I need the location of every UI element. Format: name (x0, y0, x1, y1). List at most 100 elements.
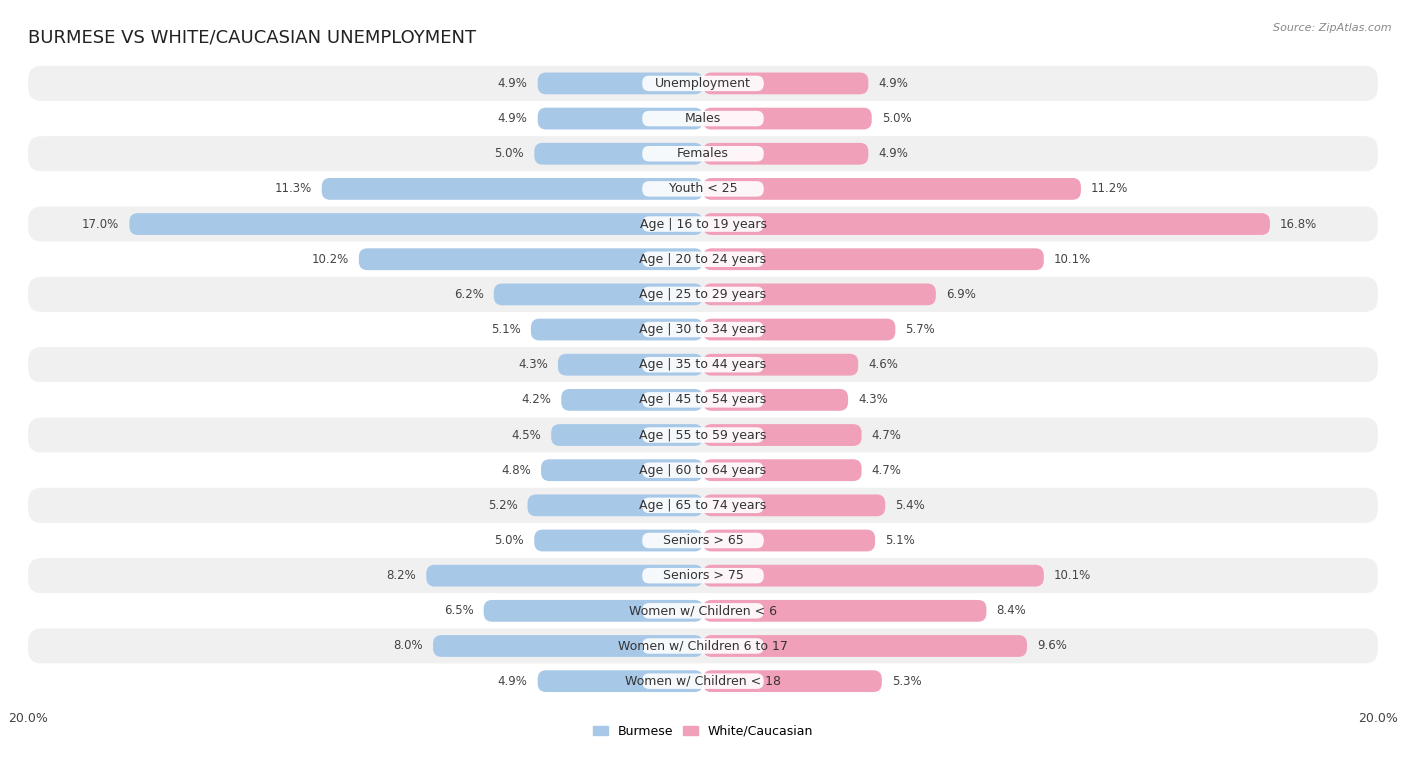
Legend: Burmese, White/Caucasian: Burmese, White/Caucasian (588, 720, 818, 743)
FancyBboxPatch shape (703, 354, 858, 375)
Text: 4.9%: 4.9% (498, 112, 527, 125)
Text: 4.7%: 4.7% (872, 464, 901, 477)
Text: 4.3%: 4.3% (517, 358, 548, 371)
FancyBboxPatch shape (703, 424, 862, 446)
FancyBboxPatch shape (703, 283, 936, 305)
Text: 5.1%: 5.1% (491, 323, 520, 336)
FancyBboxPatch shape (537, 670, 703, 692)
FancyBboxPatch shape (537, 73, 703, 95)
FancyBboxPatch shape (643, 674, 763, 689)
Text: Women w/ Children < 6: Women w/ Children < 6 (628, 604, 778, 617)
Text: 5.1%: 5.1% (886, 534, 915, 547)
Text: Source: ZipAtlas.com: Source: ZipAtlas.com (1274, 23, 1392, 33)
Text: 5.3%: 5.3% (891, 674, 921, 687)
FancyBboxPatch shape (703, 635, 1026, 657)
Text: 16.8%: 16.8% (1279, 217, 1317, 231)
Text: 4.9%: 4.9% (498, 674, 527, 687)
Text: BURMESE VS WHITE/CAUCASIAN UNEMPLOYMENT: BURMESE VS WHITE/CAUCASIAN UNEMPLOYMENT (28, 29, 477, 46)
FancyBboxPatch shape (643, 251, 763, 267)
Text: Age | 30 to 34 years: Age | 30 to 34 years (640, 323, 766, 336)
FancyBboxPatch shape (703, 565, 1043, 587)
Text: Males: Males (685, 112, 721, 125)
FancyBboxPatch shape (643, 76, 763, 91)
Text: Seniors > 75: Seniors > 75 (662, 569, 744, 582)
Text: 4.7%: 4.7% (872, 428, 901, 441)
Text: 4.6%: 4.6% (869, 358, 898, 371)
FancyBboxPatch shape (28, 417, 1378, 453)
Text: Age | 20 to 24 years: Age | 20 to 24 years (640, 253, 766, 266)
Text: 5.7%: 5.7% (905, 323, 935, 336)
Text: 4.5%: 4.5% (512, 428, 541, 441)
Text: Age | 55 to 59 years: Age | 55 to 59 years (640, 428, 766, 441)
FancyBboxPatch shape (643, 181, 763, 197)
FancyBboxPatch shape (643, 427, 763, 443)
FancyBboxPatch shape (643, 357, 763, 372)
Text: 6.9%: 6.9% (946, 288, 976, 301)
FancyBboxPatch shape (643, 322, 763, 338)
FancyBboxPatch shape (541, 459, 703, 481)
FancyBboxPatch shape (643, 392, 763, 407)
Text: Unemployment: Unemployment (655, 77, 751, 90)
Text: Age | 35 to 44 years: Age | 35 to 44 years (640, 358, 766, 371)
FancyBboxPatch shape (433, 635, 703, 657)
Text: 5.0%: 5.0% (495, 534, 524, 547)
FancyBboxPatch shape (28, 523, 1378, 558)
FancyBboxPatch shape (558, 354, 703, 375)
FancyBboxPatch shape (322, 178, 703, 200)
FancyBboxPatch shape (561, 389, 703, 411)
FancyBboxPatch shape (703, 600, 987, 621)
Text: Females: Females (678, 148, 728, 160)
Text: Youth < 25: Youth < 25 (669, 182, 737, 195)
Text: 6.2%: 6.2% (454, 288, 484, 301)
Text: 5.0%: 5.0% (882, 112, 911, 125)
Text: Age | 16 to 19 years: Age | 16 to 19 years (640, 217, 766, 231)
Text: 9.6%: 9.6% (1038, 640, 1067, 653)
FancyBboxPatch shape (643, 463, 763, 478)
FancyBboxPatch shape (359, 248, 703, 270)
FancyBboxPatch shape (703, 213, 1270, 235)
FancyBboxPatch shape (28, 453, 1378, 488)
FancyBboxPatch shape (28, 488, 1378, 523)
FancyBboxPatch shape (28, 101, 1378, 136)
Text: 8.0%: 8.0% (394, 640, 423, 653)
FancyBboxPatch shape (28, 382, 1378, 417)
FancyBboxPatch shape (28, 347, 1378, 382)
Text: Age | 45 to 54 years: Age | 45 to 54 years (640, 394, 766, 407)
FancyBboxPatch shape (28, 312, 1378, 347)
Text: 5.2%: 5.2% (488, 499, 517, 512)
Text: 17.0%: 17.0% (82, 217, 120, 231)
FancyBboxPatch shape (28, 664, 1378, 699)
FancyBboxPatch shape (28, 171, 1378, 207)
Text: 4.9%: 4.9% (879, 148, 908, 160)
FancyBboxPatch shape (703, 319, 896, 341)
FancyBboxPatch shape (534, 530, 703, 551)
FancyBboxPatch shape (537, 107, 703, 129)
FancyBboxPatch shape (28, 136, 1378, 171)
Text: 11.3%: 11.3% (274, 182, 312, 195)
FancyBboxPatch shape (643, 217, 763, 232)
Text: Women w/ Children 6 to 17: Women w/ Children 6 to 17 (619, 640, 787, 653)
Text: Age | 25 to 29 years: Age | 25 to 29 years (640, 288, 766, 301)
FancyBboxPatch shape (129, 213, 703, 235)
Text: Women w/ Children < 18: Women w/ Children < 18 (626, 674, 780, 687)
FancyBboxPatch shape (426, 565, 703, 587)
FancyBboxPatch shape (703, 670, 882, 692)
FancyBboxPatch shape (494, 283, 703, 305)
FancyBboxPatch shape (28, 593, 1378, 628)
Text: 10.2%: 10.2% (312, 253, 349, 266)
FancyBboxPatch shape (703, 143, 869, 164)
FancyBboxPatch shape (28, 558, 1378, 593)
FancyBboxPatch shape (28, 66, 1378, 101)
FancyBboxPatch shape (643, 638, 763, 654)
FancyBboxPatch shape (28, 241, 1378, 277)
Text: 4.9%: 4.9% (879, 77, 908, 90)
FancyBboxPatch shape (534, 143, 703, 164)
Text: 6.5%: 6.5% (444, 604, 474, 617)
FancyBboxPatch shape (643, 146, 763, 161)
FancyBboxPatch shape (643, 287, 763, 302)
FancyBboxPatch shape (703, 530, 875, 551)
Text: 4.9%: 4.9% (498, 77, 527, 90)
FancyBboxPatch shape (703, 494, 886, 516)
FancyBboxPatch shape (484, 600, 703, 621)
FancyBboxPatch shape (643, 111, 763, 126)
